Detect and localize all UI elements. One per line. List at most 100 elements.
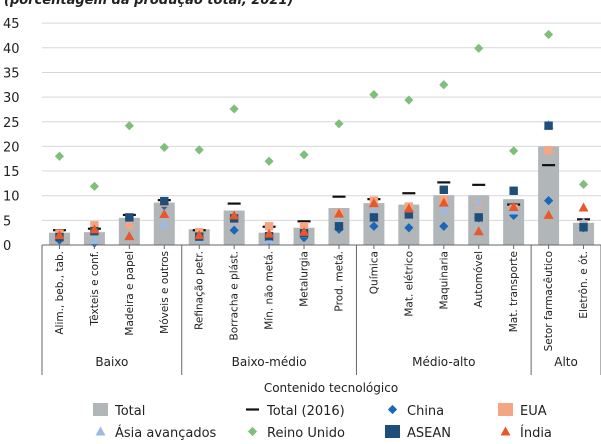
marker-reino-unido (369, 90, 379, 100)
category-label: Prod. metá. (333, 251, 345, 312)
group-label: Médio-alto (412, 355, 475, 369)
y-tick-label: 15 (3, 165, 20, 180)
category-label: Madeira e papel (124, 251, 136, 336)
marker-china (404, 223, 414, 233)
marker-eua (125, 220, 134, 229)
marker-total-2016- (542, 164, 556, 167)
marker-reino-unido (439, 80, 449, 90)
marker--ndia (578, 202, 589, 212)
marker--ndia (299, 226, 310, 236)
group-label: Baixo (95, 355, 128, 369)
marker--ndia (508, 202, 519, 212)
marker--ndia (473, 226, 484, 236)
legend-label: Ásia avançados (115, 425, 217, 441)
marker-reino-unido (578, 179, 589, 189)
category-label: Mín. não metá. (264, 251, 276, 330)
marker-eua (299, 222, 309, 231)
legend-swatch (387, 404, 398, 415)
marker-reino-unido (229, 104, 239, 114)
marker-reino-unido (474, 43, 484, 53)
y-tick-label: 35 (3, 66, 20, 81)
marker-asean (474, 213, 483, 222)
marker--ndia (89, 224, 100, 234)
y-tick-label: 20 (3, 140, 20, 155)
chart-title-fragment: (porcentagem da produção total, 2021) (4, 0, 293, 8)
marker-reino-unido (404, 95, 414, 105)
legend-label: Total (114, 404, 145, 419)
legend-swatch (95, 426, 106, 436)
legend-label: China (407, 404, 444, 419)
marker-asean (439, 185, 448, 194)
marker-asean (125, 213, 134, 222)
legend-label: Índia (520, 425, 552, 441)
marker-reino-unido (299, 150, 309, 160)
category-label: Refinação petr. (194, 251, 206, 330)
y-tick-label: 30 (3, 91, 20, 106)
y-axis: 0 5 10 15 20 25 30 35 40 45 (3, 17, 20, 254)
category-label: Maquinaria (438, 251, 450, 310)
marker-reino-unido (54, 151, 65, 161)
marker--ndia (543, 209, 554, 219)
category-label: Química (368, 251, 380, 294)
bar-total (573, 222, 595, 245)
category-label: Metalurgia (299, 251, 311, 307)
category-label: Automóvel (473, 251, 485, 308)
marker--ndia (264, 228, 275, 238)
marker-reino-unido (264, 156, 274, 166)
marker-reino-unido (334, 119, 344, 129)
marker-asean (334, 222, 344, 231)
markers (52, 29, 591, 248)
legend-swatch (93, 403, 108, 416)
y-tick-label: 25 (3, 116, 20, 131)
marker-reino-unido (543, 29, 554, 40)
marker-reino-unido (89, 181, 100, 191)
marker--ndia (54, 230, 65, 240)
y-tick-label: 0 (3, 239, 11, 254)
marker--sia-avan-ados (89, 235, 100, 245)
marker-china (229, 225, 239, 235)
legend-swatch (247, 426, 258, 437)
legend-label: EUA (520, 404, 547, 419)
marker-total-2016- (402, 192, 416, 195)
marker-china (369, 221, 379, 231)
marker--ndia (333, 208, 344, 218)
marker-total-2016- (297, 220, 311, 223)
marker-asean (544, 121, 553, 130)
marker-china (439, 221, 449, 231)
legend-swatch (246, 408, 259, 411)
marker--sia-avan-ados (159, 219, 170, 229)
marker-eua (544, 146, 553, 155)
marker-reino-unido (194, 145, 204, 155)
marker-asean (404, 210, 414, 219)
marker--ndia (438, 197, 449, 207)
marker-asean (369, 213, 379, 222)
bar-total (538, 146, 560, 245)
group-label: Alto (554, 355, 578, 369)
marker-reino-unido (159, 142, 169, 152)
marker--ndia (403, 203, 414, 213)
category-label: Têxteis e conf. (89, 251, 101, 327)
group-label: Baixo-médio (232, 355, 307, 369)
bar-total (433, 195, 455, 245)
marker-reino-unido (509, 146, 519, 156)
category-label: Alim., beb., tab. (54, 251, 66, 335)
category-label: Borracha e plást. (229, 251, 241, 340)
legend: Total Total (2016) China EUA Ásia avançados R… (93, 403, 552, 441)
legend-label: ASEAN (407, 426, 451, 441)
legend-swatch (498, 403, 513, 416)
marker-asean (160, 196, 169, 206)
y-tick-label: 45 (3, 17, 20, 32)
marker--ndia (229, 210, 240, 220)
marker-total-2016- (472, 183, 486, 186)
marker-asean (579, 223, 588, 232)
marker-total-2016- (332, 195, 346, 198)
gridlines (42, 22, 601, 221)
marker--ndia (124, 231, 135, 241)
category-label: Móveis e outros (159, 251, 171, 334)
x-axis-title: Contenido tecnológico (264, 381, 398, 395)
marker-asean (509, 186, 518, 195)
legend-swatch (500, 426, 511, 436)
x-axis: Alim., beb., tab. Têxteis e conf. Madeira … (41, 244, 601, 375)
marker--sia-avan-ados (473, 197, 484, 207)
